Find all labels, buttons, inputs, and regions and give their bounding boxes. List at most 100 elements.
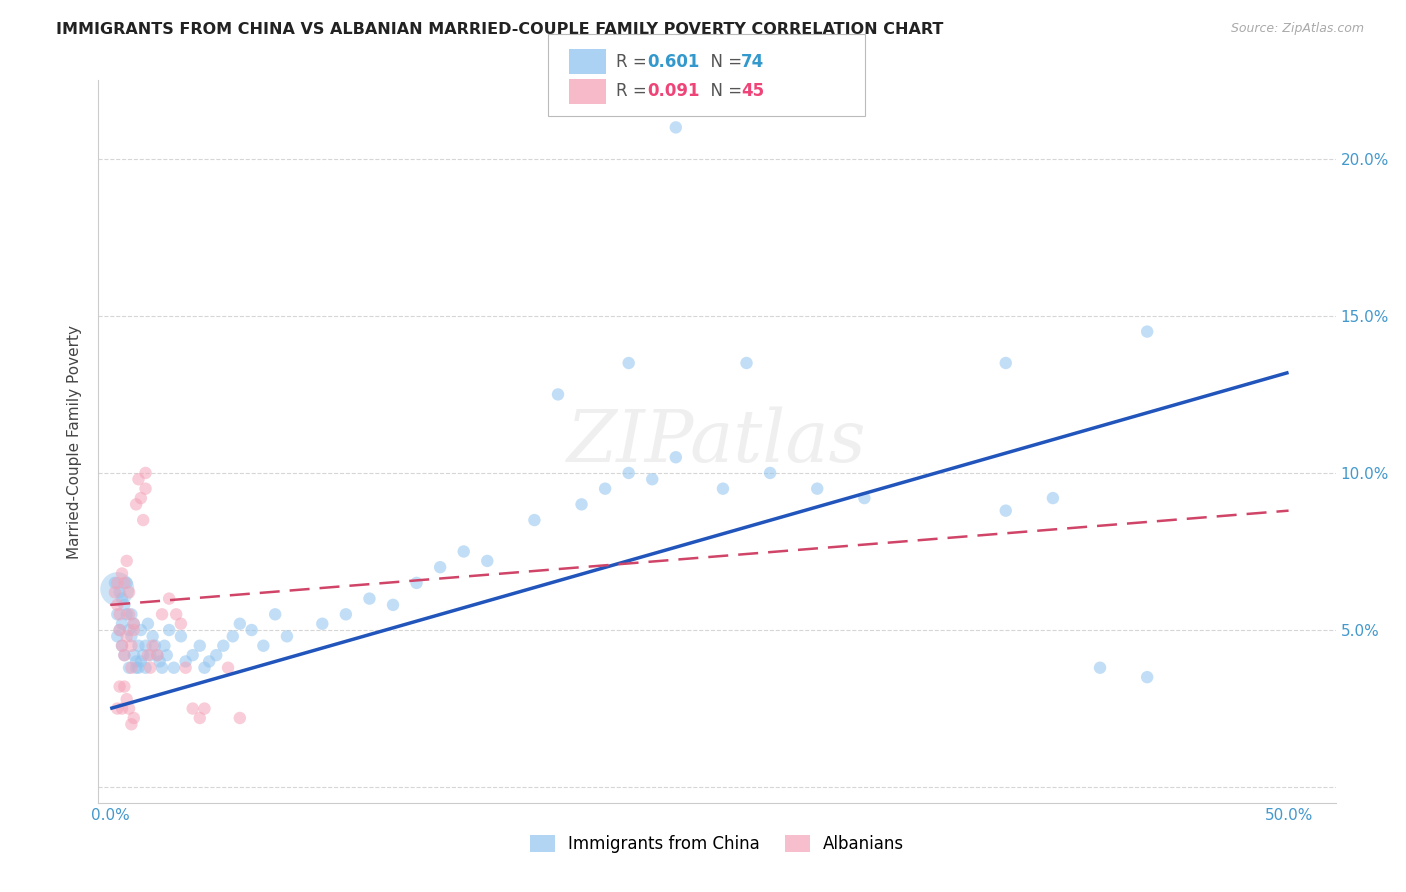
Point	[120, 661, 142, 675]
Point	[105, 598, 128, 612]
Point	[212, 639, 235, 653]
Point	[217, 661, 239, 675]
Legend: Immigrants from China, Albanians: Immigrants from China, Albanians	[523, 828, 911, 860]
Point	[229, 711, 252, 725]
Point	[593, 482, 616, 496]
Text: R =: R =	[616, 53, 652, 70]
Point	[120, 639, 142, 653]
Text: IMMIGRANTS FROM CHINA VS ALBANIAN MARRIED-COUPLE FAMILY POVERTY CORRELATION CHAR: IMMIGRANTS FROM CHINA VS ALBANIAN MARRIE…	[56, 22, 943, 37]
Text: Source: ZipAtlas.com: Source: ZipAtlas.com	[1230, 22, 1364, 36]
Y-axis label: Married-Couple Family Poverty: Married-Couple Family Poverty	[67, 325, 83, 558]
Point	[149, 655, 172, 669]
Point	[112, 648, 135, 662]
Point	[129, 655, 152, 669]
Point	[120, 629, 142, 643]
Point	[153, 639, 176, 653]
Point	[806, 482, 828, 496]
Point	[181, 701, 204, 715]
Point	[136, 616, 159, 631]
Point	[118, 661, 141, 675]
Point	[118, 585, 141, 599]
Point	[118, 701, 141, 715]
Point	[150, 607, 173, 622]
Point	[264, 607, 287, 622]
Point	[105, 582, 128, 597]
Point	[157, 591, 180, 606]
Point	[105, 629, 128, 643]
Point	[1136, 670, 1159, 684]
Point	[127, 639, 149, 653]
Point	[547, 387, 569, 401]
Point	[115, 554, 138, 568]
Point	[111, 639, 134, 653]
Text: 0.091: 0.091	[647, 82, 699, 100]
Point	[1042, 491, 1064, 505]
Point	[359, 591, 381, 606]
Point	[222, 629, 245, 643]
Point	[617, 356, 640, 370]
Point	[143, 639, 166, 653]
Point	[122, 711, 145, 725]
Point	[104, 585, 127, 599]
Point	[122, 616, 145, 631]
Point	[994, 356, 1017, 370]
Point	[523, 513, 546, 527]
Point	[205, 648, 228, 662]
Point	[105, 607, 128, 622]
Text: 74: 74	[741, 53, 765, 70]
Point	[111, 566, 134, 581]
Point	[112, 680, 135, 694]
Point	[188, 639, 211, 653]
Point	[108, 585, 131, 599]
Point	[240, 623, 263, 637]
Point	[135, 466, 157, 480]
Point	[127, 661, 149, 675]
Point	[108, 623, 131, 637]
Point	[163, 661, 186, 675]
Text: N =: N =	[700, 82, 748, 100]
Point	[198, 655, 221, 669]
Point	[125, 661, 148, 675]
Point	[118, 623, 141, 637]
Point	[477, 554, 499, 568]
Point	[665, 120, 688, 135]
Point	[181, 648, 204, 662]
Point	[105, 701, 128, 715]
Text: ZIPatlas: ZIPatlas	[567, 406, 868, 477]
Point	[111, 701, 134, 715]
Point	[122, 648, 145, 662]
Point	[104, 575, 127, 590]
Point	[405, 575, 427, 590]
Point	[111, 591, 134, 606]
Point	[174, 655, 197, 669]
Point	[229, 616, 252, 631]
Point	[311, 616, 333, 631]
Point	[135, 482, 157, 496]
Text: N =: N =	[700, 53, 748, 70]
Point	[135, 661, 157, 675]
Point	[142, 629, 165, 643]
Point	[429, 560, 451, 574]
Point	[112, 648, 135, 662]
Point	[111, 639, 134, 653]
Point	[276, 629, 298, 643]
Point	[115, 692, 138, 706]
Point	[571, 497, 593, 511]
Point	[136, 648, 159, 662]
Point	[1136, 325, 1159, 339]
Point	[112, 598, 135, 612]
Point	[174, 661, 197, 675]
Point	[146, 648, 169, 662]
Point	[120, 607, 142, 622]
Point	[122, 616, 145, 631]
Point	[170, 616, 193, 631]
Point	[108, 680, 131, 694]
Point	[129, 623, 152, 637]
Point	[193, 661, 215, 675]
Point	[853, 491, 876, 505]
Point	[108, 607, 131, 622]
Point	[617, 466, 640, 480]
Point	[150, 661, 173, 675]
Point	[125, 497, 148, 511]
Point	[129, 491, 152, 505]
